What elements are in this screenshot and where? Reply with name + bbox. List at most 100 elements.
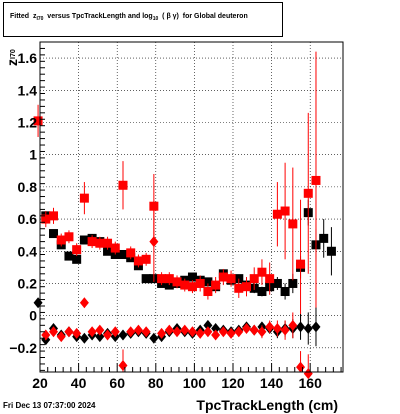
- black-diamond-point: [303, 323, 313, 335]
- red-square-point: [288, 219, 298, 229]
- red-diamond-point: [172, 326, 182, 338]
- black-diamond-point: [33, 297, 43, 309]
- red-diamond-point: [203, 326, 213, 338]
- red-square-point: [265, 274, 275, 284]
- red-diamond-point: [103, 329, 113, 341]
- black-square-point: [280, 287, 290, 297]
- red-diamond-point: [56, 331, 66, 343]
- x-axis-title: TpcTrackLength (cm): [196, 397, 338, 413]
- y-tick-label: 1.4: [18, 82, 38, 98]
- red-square-point: [56, 235, 66, 245]
- red-diamond-point: [110, 326, 120, 338]
- red-square-point: [110, 243, 120, 253]
- red-diamond-point: [211, 329, 221, 341]
- title-prefix: Fitted: [10, 13, 30, 20]
- red-square-point: [164, 274, 174, 284]
- red-square-point: [296, 259, 306, 269]
- red-square-point: [257, 267, 267, 277]
- x-tick-label: 20: [32, 375, 48, 391]
- black-square-point: [187, 272, 197, 282]
- title-box: Fitted zI70 versus TpcTrackLength and lo…: [3, 2, 283, 37]
- red-diamond-point: [226, 327, 236, 339]
- axis-layer: 20 40 60 80 100 120 140 160 −0.2 0 0.2 0.4 0.6 0.8 1 1.…: [9, 47, 342, 391]
- red-diamond-point: [257, 326, 267, 338]
- red-diamond-point: [296, 361, 306, 373]
- red-square-point: [242, 282, 252, 292]
- red-diamond-point: [141, 326, 151, 338]
- red-diamond-point: [249, 324, 259, 336]
- black-square-point: [272, 278, 282, 288]
- red-diamond-point: [49, 326, 59, 338]
- red-square-point: [172, 277, 182, 287]
- red-square-point: [133, 256, 143, 266]
- red-square-point: [72, 245, 82, 255]
- red-diamond-point: [95, 324, 105, 336]
- red-diamond-point: [272, 323, 282, 335]
- black-square-point: [319, 233, 329, 243]
- red-diamond-point: [157, 327, 167, 339]
- y-tick-label: 1: [29, 147, 37, 163]
- x-tick-label: 160: [299, 375, 323, 391]
- black-square-point: [326, 246, 336, 256]
- red-diamond-point: [187, 326, 197, 338]
- black-diamond-point: [296, 321, 306, 333]
- y-tick-label: 1.2: [18, 114, 38, 130]
- black-diamond-point: [95, 331, 105, 343]
- red-diamond-point: [242, 323, 252, 335]
- black-square-point: [288, 278, 298, 288]
- red-diamond-point: [72, 327, 82, 339]
- red-square-point: [141, 254, 151, 264]
- black-square-point: [118, 249, 128, 259]
- red-diamond-point: [149, 236, 159, 248]
- red-square-point: [41, 214, 51, 224]
- y-tick-label: 1.6: [18, 50, 38, 66]
- red-diamond-point: [280, 324, 290, 336]
- red-square-point: [234, 283, 244, 293]
- y-tick-label: 0: [29, 308, 37, 324]
- red-square-point: [311, 175, 321, 185]
- red-diamond-point: [87, 326, 97, 338]
- red-square-point: [103, 238, 113, 248]
- x-tick-label: 100: [183, 375, 207, 391]
- black-square-point: [49, 229, 59, 239]
- chart-title: Fitted zI70 versus TpcTrackLength and lo…: [10, 13, 248, 22]
- red-diamond-point: [118, 360, 128, 372]
- red-square-point: [79, 193, 89, 203]
- y-tick-label: 0.2: [18, 275, 38, 291]
- red-diamond-point: [288, 319, 298, 331]
- red-square-point: [33, 116, 43, 126]
- red-square-point: [49, 211, 59, 221]
- black-square-point: [141, 274, 151, 284]
- red-square-point: [203, 287, 213, 297]
- red-diamond-point: [218, 326, 228, 338]
- y-axis-title-sub: I70: [10, 49, 17, 59]
- title-bg: ( β γ): [162, 13, 179, 20]
- grid-layer: [39, 42, 343, 372]
- red-square-point: [118, 180, 128, 190]
- red-square-point: [226, 274, 236, 284]
- x-tick-label: 40: [71, 375, 87, 391]
- y-tick-label: 0.6: [18, 211, 38, 227]
- title-log-sub: 10: [152, 16, 159, 22]
- red-square-point: [87, 237, 97, 247]
- black-diamond-point: [203, 319, 213, 331]
- black-diamond-point: [118, 329, 128, 341]
- title-var-sub: I70: [36, 16, 44, 22]
- red-square-point: [187, 282, 197, 292]
- red-square-point: [303, 188, 313, 198]
- x-tick-label: 60: [109, 375, 125, 391]
- black-square-point: [203, 277, 213, 287]
- y-tick-label: −0.2: [9, 340, 37, 356]
- marks-layer: [33, 51, 336, 380]
- title-middle: versus TpcTrackLength and log: [47, 13, 153, 20]
- red-square-point: [95, 238, 105, 248]
- red-square-point: [64, 232, 74, 242]
- red-diamond-point: [265, 321, 275, 333]
- red-diamond-point: [164, 324, 174, 336]
- y-tick-label: 0.4: [18, 243, 38, 259]
- red-square-point: [218, 272, 228, 282]
- x-tick-label: 80: [148, 375, 164, 391]
- black-diamond-point: [311, 321, 321, 333]
- black-diamond-point: [149, 332, 159, 344]
- red-square-point: [180, 280, 190, 290]
